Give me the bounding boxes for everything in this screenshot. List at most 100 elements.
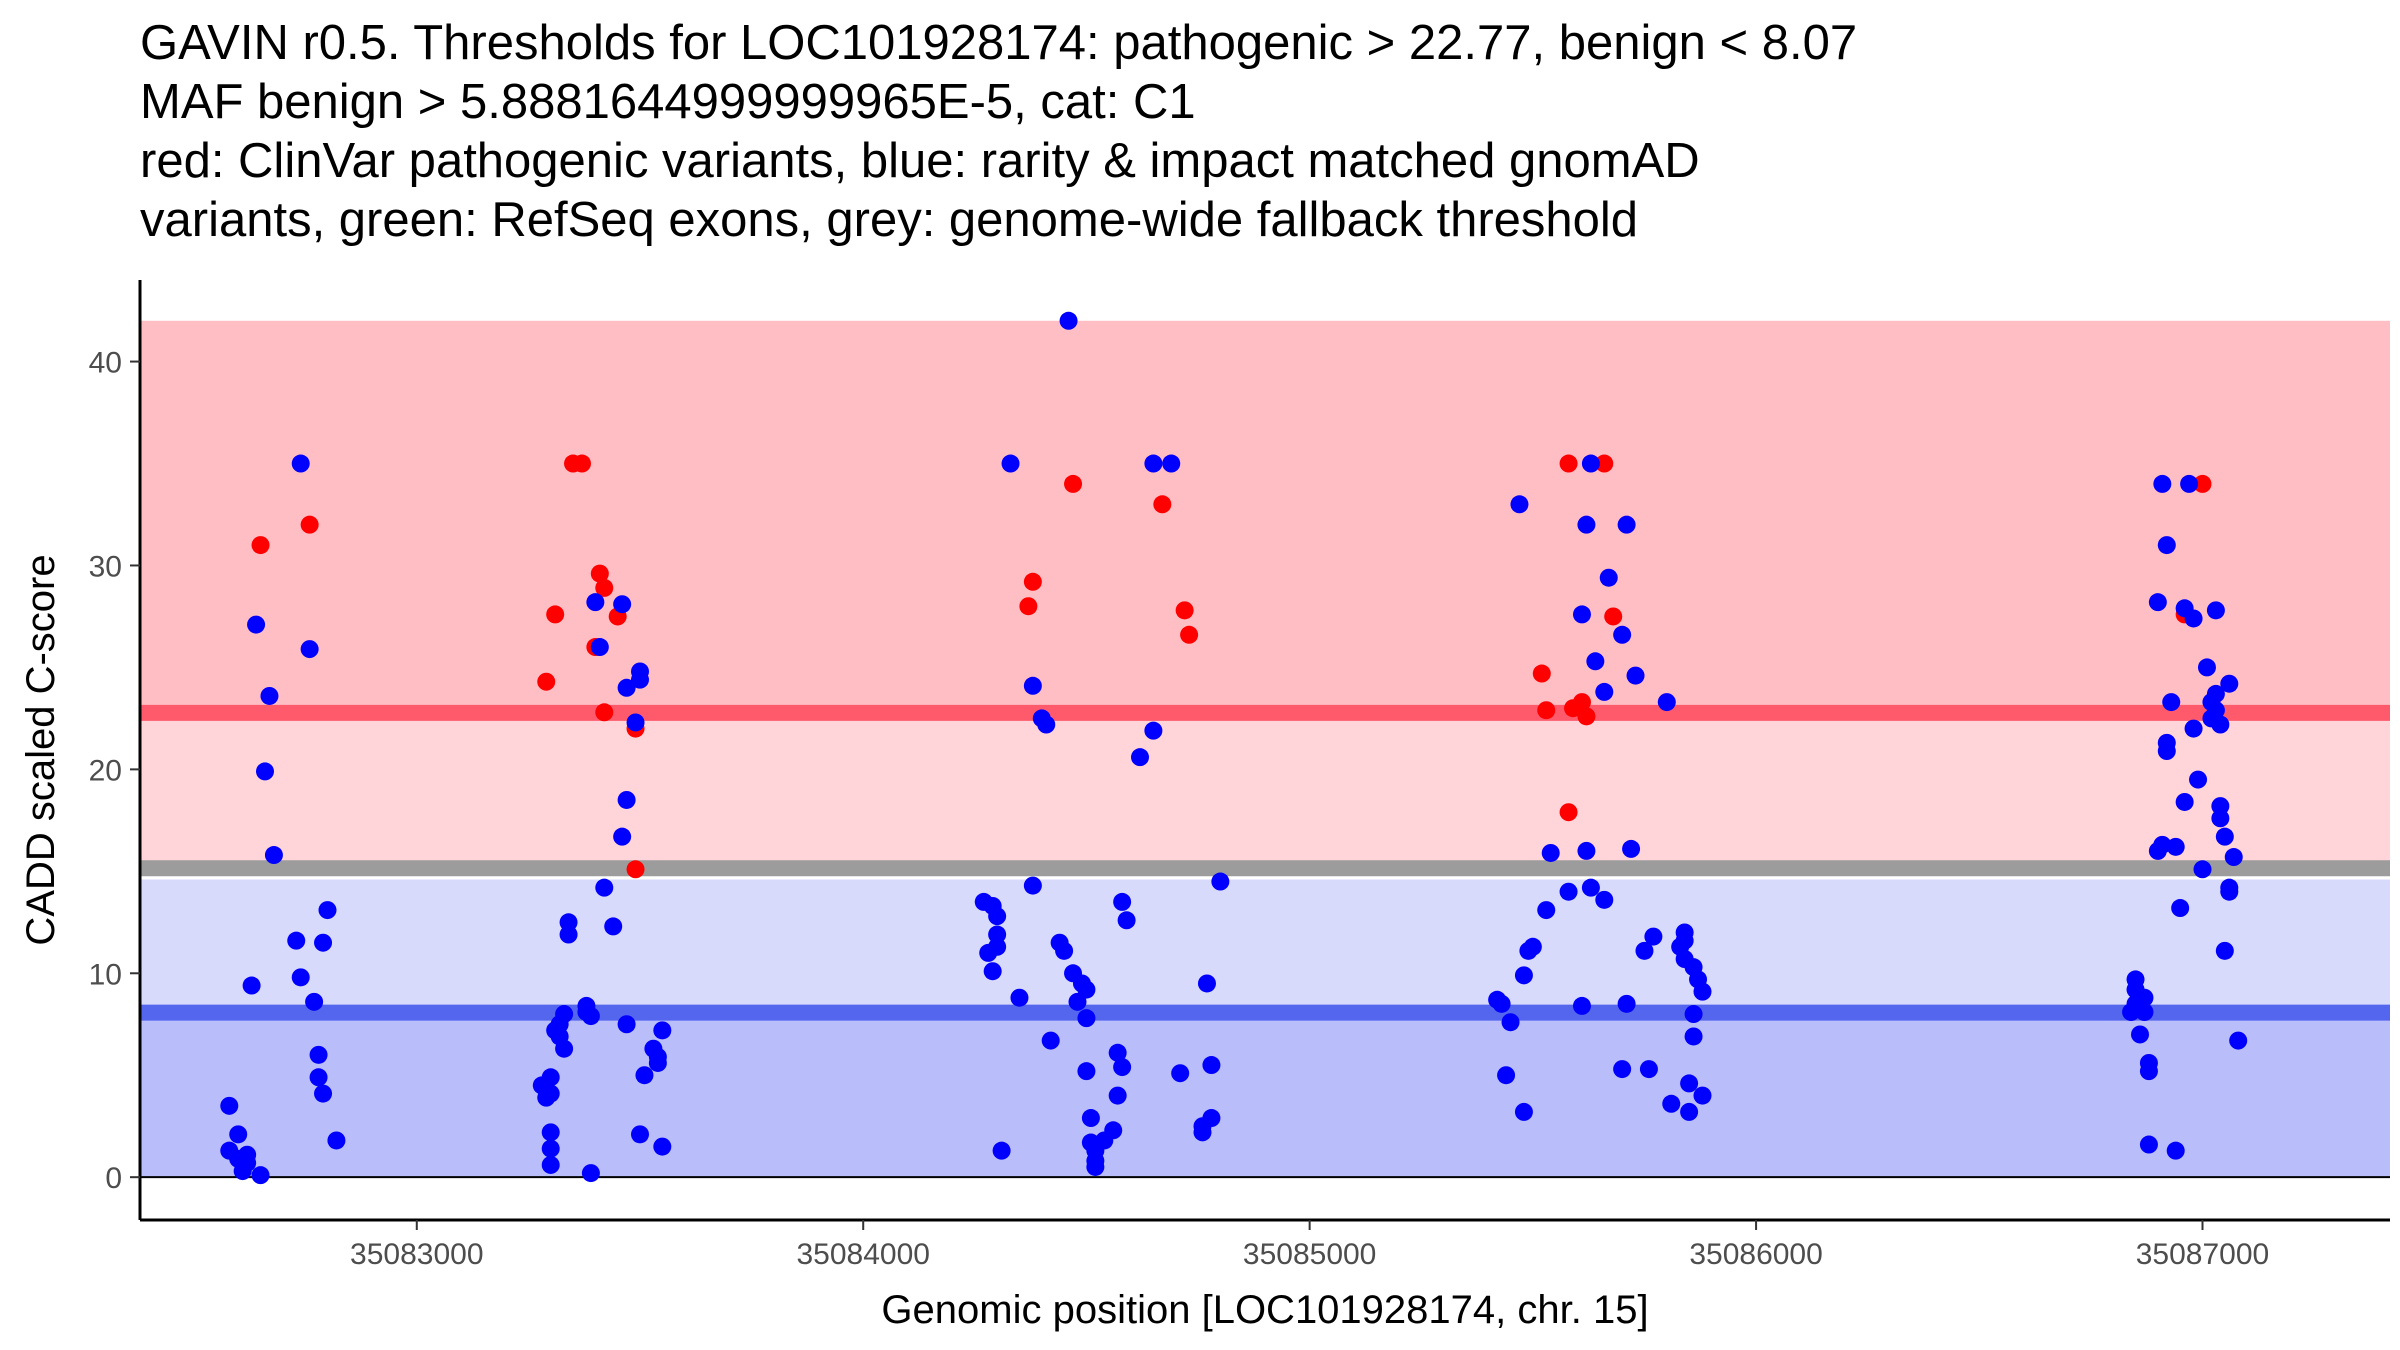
y-tick-label: 20 [89,754,122,787]
clinvar-pathogenic-point [537,672,556,691]
gnomad-variant-point [1001,454,1020,473]
gnomad-variant-point [2135,988,2154,1007]
gnomad-variant-point [1541,843,1560,862]
y-tick-label: 40 [89,347,122,380]
clinvar-pathogenic-point [1019,597,1038,616]
gnomad-variant-point [2206,701,2225,720]
gnomad-variant-point [242,976,261,995]
gnomad-variant-point [1617,994,1636,1013]
gnomad-variant-point [2215,827,2234,846]
gnomad-variant-point [1626,666,1645,685]
threshold-lines [140,704,2390,1021]
gnomad-variant-point [2211,797,2230,816]
gnomad-variant-point [1077,1009,1096,1028]
x-tick-label: 35085000 [1243,1238,1376,1271]
gnomad-variant-point [1197,974,1216,993]
gnomad-variant-point [1023,876,1042,895]
gnomad-variant-point [1572,605,1591,624]
gnomad-variant-point [1514,1102,1533,1121]
gnomad-variant-point [300,640,319,659]
gnomad-variant-point [2184,719,2203,738]
gnomad-variant-point [1684,1027,1703,1046]
clinvar-pathogenic-point [1577,707,1596,726]
gnomad-variant-point [251,1166,270,1185]
gnomad-variant-point [1041,1031,1060,1050]
gnomad-variant-point [1202,1109,1221,1128]
chart-title-line-1: GAVIN r0.5. Thresholds for LOC101928174:… [140,16,1858,70]
gnomad-variant-point [581,1007,600,1026]
gnomad-variant-point [2135,1003,2154,1022]
gnomad-variant-point [1131,748,1149,767]
gnomad-variant-point [988,937,1007,956]
gnomad-variant-point [318,901,337,920]
x-tick-label: 35086000 [1689,1238,1822,1271]
clinvar-pathogenic-point [1064,474,1083,493]
gnomad-variant-point [314,933,333,952]
clinvar-pathogenic-point [1023,572,1042,591]
gnomad-variant-point [1514,966,1533,985]
gnomad-variant-point [264,846,283,865]
threshold-bands [140,320,2390,1178]
gnomad-variant-point [983,962,1002,981]
clinvar-pathogenic-point [1604,607,1623,626]
gnomad-variant-point [1171,1064,1190,1083]
gnomad-variant-point [1617,515,1636,534]
gnomad-variant-point [1081,1109,1100,1128]
gnomad-variant-point [1577,515,1596,534]
y-tick-label: 0 [105,1162,122,1195]
gnomad-variant-point [2157,742,2176,761]
gnomad-variant-point [541,1123,560,1142]
gnomad-variant-point [541,1139,560,1158]
gnomad-variant-point [1501,1013,1520,1032]
gnomad-variant-point [2215,941,2234,960]
x-tick-label: 35084000 [796,1238,929,1271]
clinvar-pathogenic-point [1175,601,1194,620]
gnomad-variant-point [992,1141,1011,1160]
gnomad-variant-point [2206,684,2225,703]
gnomad-variant-point [1510,495,1529,514]
gnomad-variant-point [229,1125,248,1144]
gnomad-variant-point [1492,994,1511,1013]
clinvar-pathogenic-point [595,578,614,597]
gnomad-variant-point [2220,674,2239,693]
gnomad-variant-point [1010,988,1029,1007]
y-axis-title: CADD scaled C-score [19,554,63,945]
gnomad-variant-point [1086,1157,1105,1176]
chart-title-line-4: variants, green: RefSeq exons, grey: gen… [140,193,1639,247]
gnomad-variant-point [1055,941,1074,960]
gnomad-variant-point [1497,1066,1516,1085]
y-tick-label: 10 [89,958,122,991]
clinvar-pathogenic-point [590,564,609,583]
gnomad-variant-point [1211,872,1230,891]
clinvar-pathogenic-point [1532,664,1551,683]
gnomad-variant-point [631,1125,649,1144]
clinvar-pathogenic-point [300,515,319,534]
y-axis-ticks: 0 10 20 30 40 [89,347,140,1195]
gnomad-variant-point [1077,1062,1096,1081]
gnomad-variant-point [309,1045,328,1064]
gnomad-variant-point [595,878,614,897]
gnomad-variant-point [653,1021,672,1040]
clinvar-pathogenic-point [1153,495,1172,514]
gnomad-variant-point [1104,1121,1123,1140]
gnomad-variant-point [1144,454,1163,473]
gnomad-variant-point [2189,770,2208,789]
gnomad-variant-point [626,713,645,732]
gnomad-variant-point [2193,860,2212,879]
gnomad-variant-point [2180,474,2199,493]
x-tick-label: 35083000 [350,1238,483,1271]
gnomad-variant-point [1622,839,1641,858]
gnomad-variant-point [617,678,636,697]
gnomad-variant-point [1662,1094,1681,1113]
clinvar-pathogenic-point [1180,625,1199,644]
gnomad-variant-point [1644,927,1663,946]
clinvar-pathogenic-point [2193,474,2212,493]
gnomad-variant-point [1595,682,1614,701]
gnomad-variant-point [1117,911,1136,930]
gnomad-variant-point [617,790,636,809]
gnomad-variant-point [305,992,324,1011]
gnomad-variant-point [2139,1135,2158,1154]
gnomad-variant-point [2162,693,2181,712]
gnomad-variant-point [613,595,632,614]
